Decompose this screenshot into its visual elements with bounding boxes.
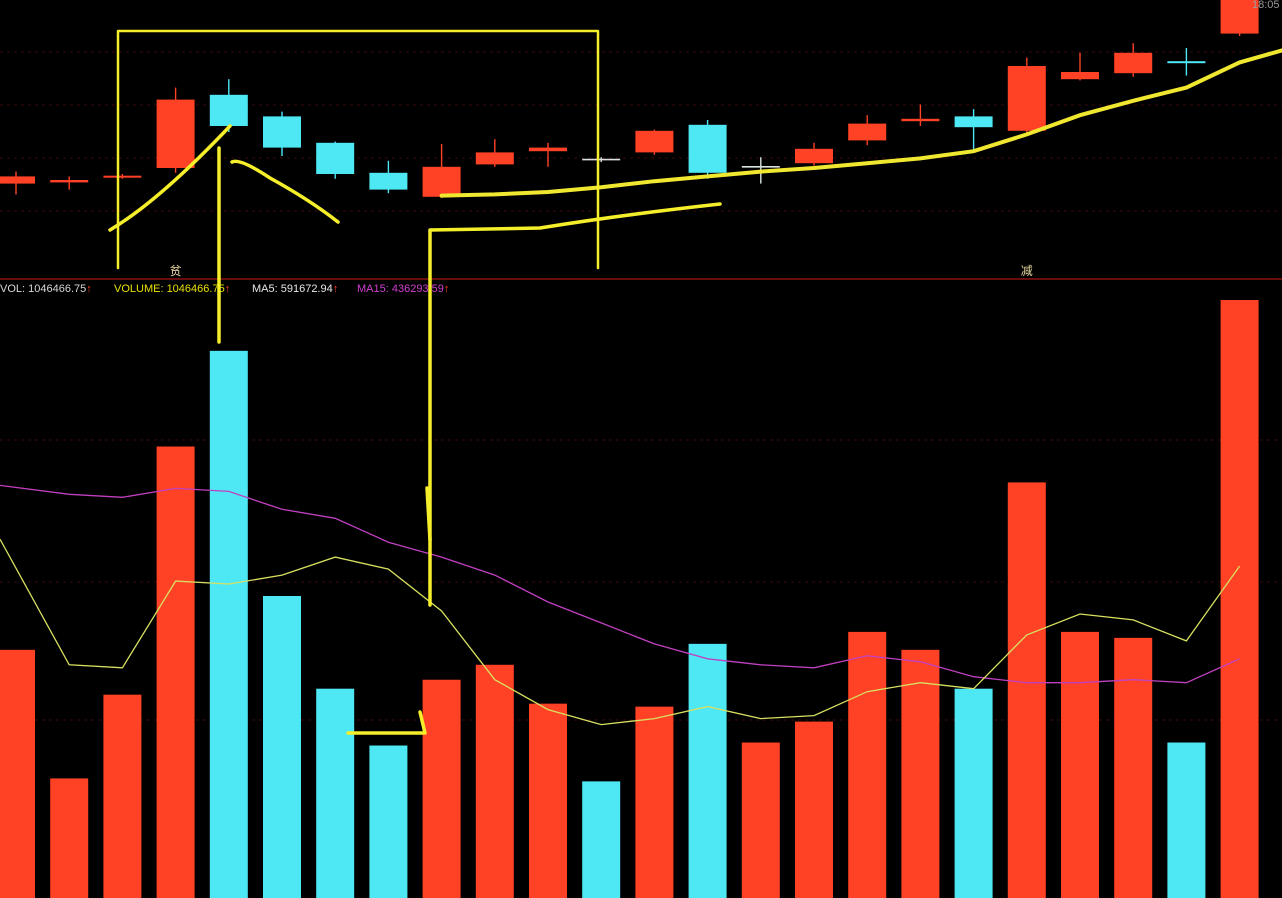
candle-body-7 [369,172,408,190]
candle-body-6 [316,142,355,174]
candle-body-0 [0,176,35,184]
indicator-volume-arrow: ↑ [225,283,231,295]
volume-bar-23 [1220,300,1259,898]
hand-drawn-annotations [108,29,722,735]
candle-body-16 [848,123,887,141]
volume-bar-9 [475,664,514,898]
candle-body-15 [795,148,833,164]
volume-bar-7 [369,745,408,898]
candle-body-19 [1007,66,1046,131]
signal-marker-1: 减 [1021,264,1033,278]
candle-body-3 [156,99,195,168]
candle-body-22 [1167,61,1206,64]
volume-bar-0 [0,649,35,898]
volume-bar-14 [741,742,780,898]
volume-bar-15 [795,721,833,898]
indicator-bar: VOL: 1046466.75↑ VOLUME: 1046466.75↑ MA5… [0,283,449,295]
candle-body-13 [688,124,727,173]
volume-bar-10 [529,703,567,898]
candle-body-4 [209,94,248,126]
candle-body-9 [475,152,514,165]
volume-bar-16 [848,631,887,898]
signal-marker-0: 贫 [170,263,182,278]
annotation-volume-mark [346,710,427,735]
annotation-box [116,29,600,270]
volume-bar-8 [422,679,461,898]
indicator-volume: VOLUME: 1046466.75 [114,283,225,295]
volume-bar-18 [954,688,993,898]
annotation-rise-line [108,124,232,232]
volume-ma15-line [0,484,1240,684]
volume-bar-11 [582,781,621,898]
volume-bar-22 [1167,742,1206,898]
signal-markers: 贫减 [170,263,1033,278]
candle-body-1 [50,180,89,183]
candle-body-8 [422,166,461,197]
candle-body-12 [635,130,674,153]
candle-body-17 [901,118,940,122]
candle-body-23 [1220,0,1259,34]
candle-body-18 [954,116,993,128]
volume-bar-4 [209,350,248,898]
volume-bar-3 [156,446,195,898]
volume-bar-5 [263,596,301,898]
volume-bar-19 [1007,482,1046,898]
candle-body-20 [1061,72,1099,80]
candle-body-5 [263,116,301,148]
volume-bar-1 [50,778,89,898]
candle-body-2 [103,175,142,178]
indicator-vol: VOL: 1046466.75 [0,283,86,295]
volume-bar-21 [1114,637,1153,898]
indicator-ma15-arrow: ↑ [444,283,450,295]
annotation-tick-mark [425,486,432,542]
candle-body-10 [529,147,567,152]
volume-bar-2 [103,694,142,898]
volume-bar-20 [1061,631,1099,898]
annotation-support-line [428,202,722,607]
annotation-fall-line [230,159,340,224]
candlesticks [0,0,1259,198]
volume-bar-12 [635,706,674,898]
volume-bar-17 [901,649,940,898]
indicator-vol-arrow: ↑ [86,283,92,295]
time-label: 18:05 [1252,0,1280,11]
volume-bar-6 [316,688,355,898]
volume-bar-13 [688,643,727,898]
indicator-ma5-arrow: ↑ [333,283,339,295]
indicator-ma15: MA15: 436293.59 [357,283,444,295]
volume-ma5-line [0,538,1241,726]
indicator-ma5: MA5: 591672.94 [252,283,333,295]
price-moving-average-line [439,48,1282,198]
candle-body-21 [1114,52,1153,74]
volume-bars [0,300,1259,898]
